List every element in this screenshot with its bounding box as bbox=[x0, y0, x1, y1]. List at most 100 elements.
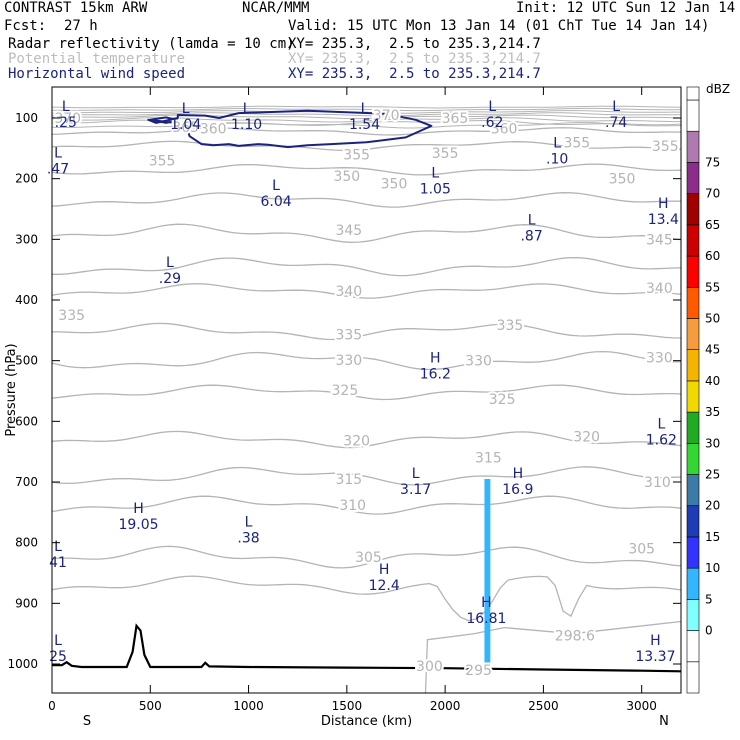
colorbar-tick-label: 40 bbox=[705, 374, 720, 388]
field-reflectivity-name: Radar reflectivity (lamda = 10 cm) bbox=[8, 36, 295, 52]
theta-label: 295 bbox=[465, 663, 492, 679]
extremum-kind: L bbox=[361, 101, 369, 117]
theta-label: 300 bbox=[416, 659, 443, 675]
extremum-value: .29 bbox=[159, 271, 181, 287]
extremum-kind: H bbox=[481, 595, 492, 611]
extremum-kind: L bbox=[272, 178, 280, 194]
extremum-value: .62 bbox=[481, 115, 503, 131]
colorbar-segment bbox=[686, 193, 700, 226]
theta-contour bbox=[52, 192, 681, 208]
theta-contour bbox=[52, 112, 681, 117]
colorbar-segment bbox=[686, 411, 700, 444]
theta-label: 315 bbox=[335, 472, 362, 488]
extremum-kind: L bbox=[54, 539, 62, 555]
x-axis-label: Distance (km) bbox=[321, 714, 412, 729]
theta-contour bbox=[52, 223, 681, 243]
colorbar-tick-label: 0 bbox=[705, 624, 713, 638]
colorbar-tick-label: 55 bbox=[705, 280, 720, 294]
model-title: CONTRAST 15km ARW bbox=[4, 0, 148, 16]
extremum-kind: L bbox=[612, 99, 620, 115]
theta-label: 355 bbox=[343, 147, 370, 163]
colorbar-tick-label: 75 bbox=[705, 155, 720, 169]
field-theta-xy: XY= 235.3, 2.5 to 235.3,214.7 bbox=[288, 51, 541, 67]
theta-label: 340 bbox=[335, 284, 362, 300]
y-tick-label: 300 bbox=[15, 232, 38, 246]
colorbar-segment bbox=[686, 99, 700, 132]
extremum-value: 16.9 bbox=[502, 482, 533, 498]
colorbar-top-cap bbox=[686, 86, 700, 101]
theta-label: 310 bbox=[339, 498, 366, 514]
theta-label: 350 bbox=[381, 177, 408, 193]
theta-contour bbox=[52, 163, 681, 176]
theta-label: 340 bbox=[646, 281, 673, 297]
y-tick-label: 100 bbox=[15, 111, 38, 125]
theta-label: 330 bbox=[335, 353, 362, 369]
field-wind-xy: XY= 235.3, 2.5 to 235.3,214.7 bbox=[288, 66, 541, 82]
x-tick-label: 2500 bbox=[528, 699, 559, 713]
y-tick-label: 1000 bbox=[7, 657, 38, 671]
extremum-kind: L bbox=[488, 99, 496, 115]
theta-label: 330 bbox=[465, 354, 492, 370]
theta-label: 298.6 bbox=[555, 628, 595, 644]
extremum-value: .47 bbox=[47, 162, 69, 178]
extremum-value: .38 bbox=[237, 531, 259, 547]
theta-label: 350 bbox=[609, 172, 636, 188]
extremum-value: 1.05 bbox=[420, 182, 451, 198]
theta-label: 335 bbox=[497, 318, 524, 334]
extremum-value: .87 bbox=[520, 228, 542, 244]
y-tick-label: 800 bbox=[15, 536, 38, 550]
fcst-value: 27 h bbox=[64, 18, 98, 34]
theta-contour bbox=[52, 545, 681, 569]
extremum-kind: H bbox=[430, 351, 441, 367]
theta-contour bbox=[52, 384, 681, 401]
theta-label: 365 bbox=[172, 120, 199, 136]
extremum-value: 19.05 bbox=[118, 517, 158, 533]
colorbar-tick-label: 35 bbox=[705, 405, 720, 419]
y-tick-label: 900 bbox=[15, 596, 38, 610]
y-tick-label: 500 bbox=[15, 354, 38, 368]
theta-label: 370 bbox=[373, 108, 400, 124]
colorbar-tick-label: 45 bbox=[705, 343, 720, 357]
extremum-value: 13.4 bbox=[648, 212, 679, 228]
extremum-kind: L bbox=[243, 101, 251, 117]
theta-label: 345 bbox=[646, 232, 673, 248]
terrain-line bbox=[52, 623, 681, 673]
extremum-kind: H bbox=[658, 196, 669, 212]
extremum-kind: L bbox=[54, 146, 62, 162]
colorbar-segment bbox=[686, 474, 700, 507]
colorbar-tick-label: 30 bbox=[705, 436, 720, 450]
colorbar-segment bbox=[686, 505, 700, 538]
theta-label: 335 bbox=[335, 328, 362, 344]
extremum-value: 16.2 bbox=[420, 367, 451, 383]
colorbar-segment bbox=[686, 162, 700, 194]
y-tick-label: 200 bbox=[15, 172, 38, 186]
theta-label: 325 bbox=[332, 383, 359, 399]
field-wind-name: Horizontal wind speed bbox=[8, 66, 186, 82]
extremum-kind: H bbox=[379, 562, 390, 578]
wind-speed-contour-small bbox=[150, 116, 179, 124]
colorbar-tick-label: 60 bbox=[705, 249, 720, 263]
extremum-kind: L bbox=[54, 633, 62, 649]
x-tick-label: 2000 bbox=[430, 699, 461, 713]
extremum-value: 12.4 bbox=[369, 578, 400, 594]
extremum-value: 25 bbox=[49, 649, 67, 665]
extremum-kind: H bbox=[133, 501, 144, 517]
colorbar-segment bbox=[686, 349, 700, 382]
extremum-value: 13.37 bbox=[635, 649, 675, 665]
colorbar-segment bbox=[686, 255, 700, 288]
theta-contour bbox=[52, 117, 681, 123]
colorbar-tick-label: 25 bbox=[705, 468, 720, 482]
theta-label: 360 bbox=[491, 121, 518, 137]
extremum-kind: L bbox=[245, 515, 253, 531]
theta-label: 350 bbox=[333, 169, 360, 185]
org-label: NCAR/MMM bbox=[242, 0, 310, 16]
theta-contour bbox=[52, 107, 681, 112]
x-tick-label: 0 bbox=[48, 699, 56, 713]
theta-contour bbox=[52, 466, 681, 486]
theta-contour bbox=[52, 575, 681, 622]
extremum-value: .25 bbox=[55, 115, 77, 131]
colorbar-segment bbox=[686, 661, 700, 694]
theta-contour bbox=[52, 127, 681, 136]
theta-label: 305 bbox=[628, 542, 655, 558]
colorbar-tick-label: 15 bbox=[705, 530, 720, 544]
